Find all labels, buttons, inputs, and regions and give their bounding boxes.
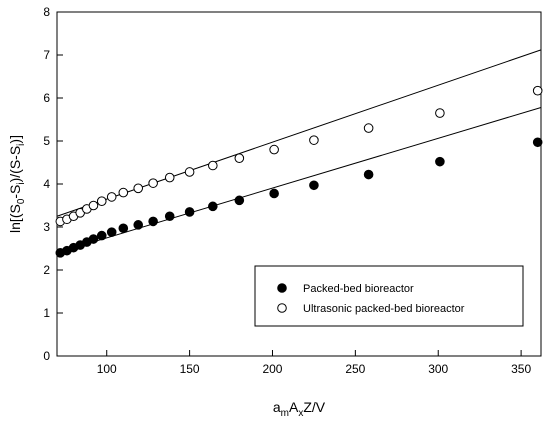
fit-line-series-0 (56, 106, 542, 254)
data-points (55, 85, 543, 258)
legend-label-packed-bed: Packed-bed bioreactor (303, 283, 414, 295)
y-tick-label: 3 (43, 220, 50, 234)
data-point-series-1 (184, 167, 195, 177)
data-point-series-0 (96, 230, 107, 241)
fit-line-series-1 (56, 49, 542, 217)
x-axis-label: amAxZ/V (273, 399, 326, 419)
y-tick-label: 7 (43, 48, 50, 62)
y-tick-label: 6 (43, 91, 50, 105)
data-point-series-0 (269, 188, 279, 199)
data-point-series-0 (106, 227, 117, 237)
data-point-series-1 (88, 200, 99, 211)
y-tick-label: 2 (43, 263, 50, 277)
legend: Packed-bed bioreactor Ultrasonic packed-… (254, 265, 524, 327)
y-axis-label: ln[(S0-Si)/(S-Si)] (7, 135, 27, 233)
data-point-series-0 (532, 137, 543, 148)
y-tick-label: 8 (43, 5, 50, 19)
data-point-series-1 (106, 192, 117, 202)
data-point-series-0 (363, 169, 374, 180)
x-tick-label: 300 (428, 362, 448, 376)
data-point-series-1 (148, 178, 158, 188)
data-point-series-0 (309, 180, 319, 191)
data-point-series-0 (118, 223, 129, 234)
data-point-series-0 (164, 211, 175, 222)
data-point-series-0 (184, 207, 195, 217)
data-point-series-1 (164, 172, 175, 183)
data-point-series-0 (234, 195, 245, 206)
y-tick-label: 5 (43, 134, 50, 148)
data-point-series-1 (363, 123, 374, 133)
data-point-series-1 (435, 108, 445, 118)
data-point-series-0 (133, 220, 144, 230)
data-point-series-1 (118, 187, 129, 198)
data-point-series-0 (88, 234, 99, 244)
axis-ticks: 100 150 200 250 300 350 0 1 2 3 4 5 6 7 8 (43, 5, 531, 376)
x-tick-label: 250 (345, 362, 365, 376)
data-point-series-1 (309, 135, 319, 145)
x-tick-label: 350 (511, 362, 531, 376)
legend-label-ultrasonic: Ultrasonic packed-bed bioreactor (303, 303, 465, 315)
data-point-series-0 (435, 156, 445, 167)
legend-marker-ultrasonic (277, 303, 287, 313)
data-point-series-1 (269, 144, 279, 155)
data-point-series-0 (148, 216, 158, 227)
legend-box (254, 265, 524, 327)
data-point-series-1 (208, 160, 218, 171)
y-tick-label: 1 (43, 306, 50, 320)
data-point-series-0 (208, 201, 218, 212)
y-tick-label: 4 (43, 177, 50, 191)
x-tick-label: 150 (180, 362, 200, 376)
fit-lines (56, 49, 542, 254)
legend-marker-packed-bed (277, 283, 287, 293)
data-point-series-1 (532, 85, 543, 96)
x-tick-label: 100 (97, 362, 117, 376)
data-point-series-1 (96, 196, 107, 206)
data-point-series-1 (133, 183, 144, 194)
y-tick-label: 0 (43, 349, 50, 363)
x-tick-label: 200 (262, 362, 282, 376)
data-point-series-1 (234, 153, 245, 163)
